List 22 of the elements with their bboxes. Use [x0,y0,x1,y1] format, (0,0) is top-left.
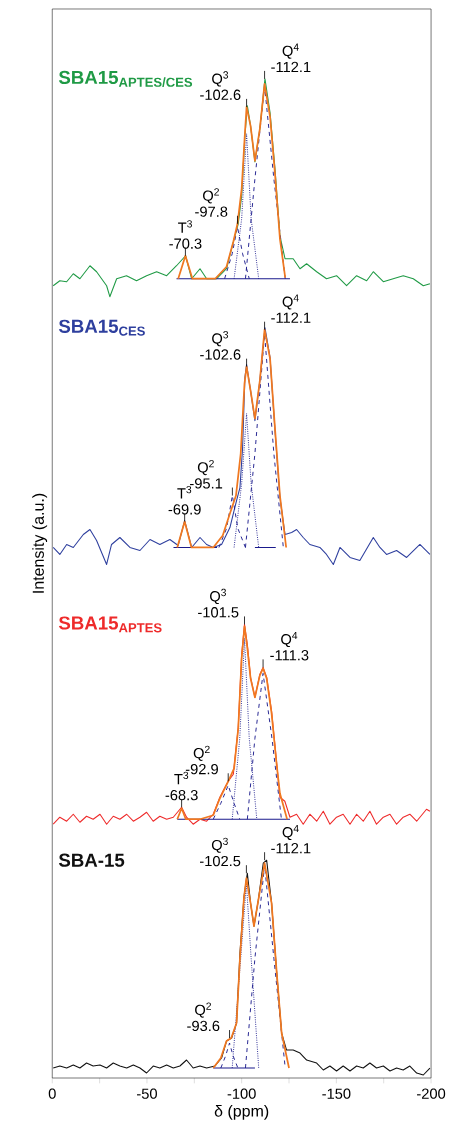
x-tick-label: -50 [137,1088,157,1099]
annotation: Q$^{3}$ -102.5 [199,837,241,867]
annotation: Q$^{4}$ -112.1 [271,824,311,854]
x-tick-label: -200 [417,1088,446,1099]
annotation: Q$^{4}$ -112.1 [271,294,311,323]
annotation: Q$^{3}$ -102.6 [200,331,241,360]
text: SBA15$_{CES}$ [58,319,145,336]
x-tick-label: 0 [48,1088,56,1099]
annotation: Q$^{2}$ -97.8 [195,188,228,217]
x-tick-label: -150 [322,1088,351,1099]
x-tick-label: -100 [227,1088,256,1099]
x-axis-title: δ (ppm) [214,1104,269,1120]
annotation: Q$^{3}$ -101.5 [198,588,239,618]
y-axis-title: Intensity (a.u.) [32,493,48,593]
text: SBA15$_{APTES/CES}$ [58,70,193,88]
text: SBA15$_{APTES}$ [58,616,162,633]
annotation: T$^{3}$ -70.3 [169,220,202,249]
text: SBA-15 [58,853,125,867]
annotation: Q$^{4}$ -112.1 [271,43,311,72]
annotation: Q$^{4}$ -111.3 [270,631,309,661]
annotation: Q$^{3}$ -102.6 [200,71,241,100]
annotation: Q$^{2}$ -93.6 [187,1002,220,1032]
